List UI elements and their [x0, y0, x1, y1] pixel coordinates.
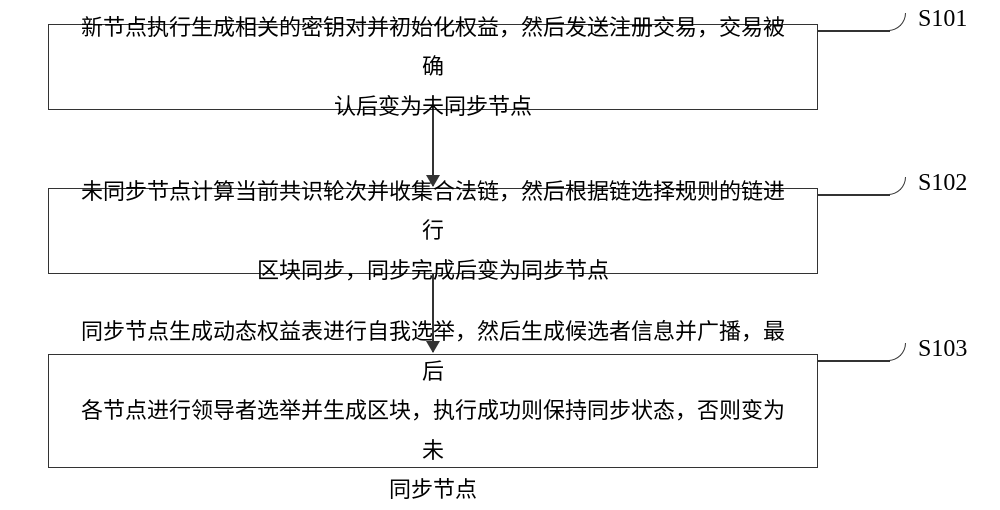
step-3-line-1: 同步节点生成动态权益表进行自我选举，然后生成候选者信息并广播，最后: [81, 319, 785, 384]
step-label-2: S102: [918, 170, 967, 197]
step-text-1: 新节点执行生成相关的密钥对并初始化权益，然后发送注册交易，交易被确 认后变为未同…: [73, 8, 793, 127]
step-text-3: 同步节点生成动态权益表进行自我选举，然后生成候选者信息并广播，最后 各节点进行领…: [73, 312, 793, 510]
step-3-line-3: 同步节点: [389, 477, 477, 502]
step-2-line-1: 未同步节点计算当前共识轮次并收集合法链，然后根据链选择规则的链进行: [81, 179, 785, 244]
flowchart-container: 新节点执行生成相关的密钥对并初始化权益，然后发送注册交易，交易被确 认后变为未同…: [0, 0, 1000, 500]
step-label-3: S103: [918, 336, 967, 363]
step-3-line-2: 各节点进行领导者选举并生成区块，执行成功则保持同步状态，否则变为未: [81, 398, 785, 463]
label-connector-1: [818, 30, 890, 32]
step-label-1: S101: [918, 6, 967, 33]
label-curve-3: [888, 343, 906, 361]
label-curve-1: [888, 13, 906, 31]
step-text-2: 未同步节点计算当前共识轮次并收集合法链，然后根据链选择规则的链进行 区块同步，同…: [73, 172, 793, 291]
step-id-1: S101: [918, 6, 967, 32]
label-connector-3: [818, 360, 890, 362]
step-id-2: S102: [918, 170, 967, 196]
label-curve-2: [888, 177, 906, 195]
step-box-1: 新节点执行生成相关的密钥对并初始化权益，然后发送注册交易，交易被确 认后变为未同…: [48, 24, 818, 110]
step-box-2: 未同步节点计算当前共识轮次并收集合法链，然后根据链选择规则的链进行 区块同步，同…: [48, 188, 818, 274]
step-id-3: S103: [918, 336, 967, 362]
step-1-line-1: 新节点执行生成相关的密钥对并初始化权益，然后发送注册交易，交易被确: [81, 15, 785, 80]
label-connector-2: [818, 194, 890, 196]
step-box-3: 同步节点生成动态权益表进行自我选举，然后生成候选者信息并广播，最后 各节点进行领…: [48, 354, 818, 468]
